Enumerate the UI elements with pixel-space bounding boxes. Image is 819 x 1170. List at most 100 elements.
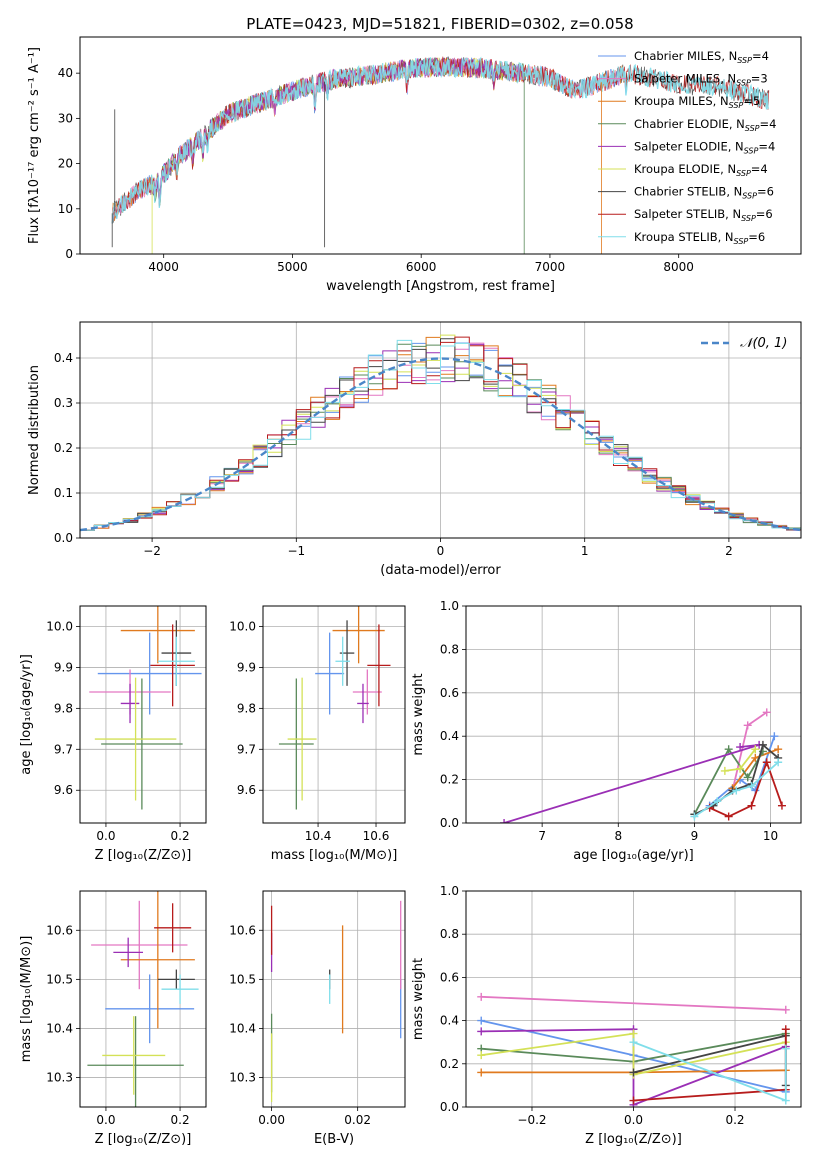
x-tick-label: 0.0	[624, 1113, 643, 1127]
weight-marker	[736, 743, 745, 752]
weight-marker	[477, 992, 486, 1001]
x-axis-label: mass [log₁₀(M/M⊙)]	[271, 848, 398, 863]
weight-marker	[629, 1068, 638, 1077]
weight-marker	[781, 1005, 790, 1014]
y-tick-label: 1.0	[440, 884, 459, 898]
weight-vs-age-panel: 7 8 9 10 0.0 0.2 0.4 0.6 0.8 1.0 age [log₁₀(age/yr…	[411, 599, 802, 863]
legend-label: Kroupa MILES, NSSP=5	[634, 94, 760, 110]
axes-frame	[79, 890, 207, 1108]
axes-frame	[465, 605, 802, 824]
x-tick-label: 4000	[148, 260, 179, 274]
plot-area	[111, 56, 770, 254]
x-axis-label: (data-model)/error	[380, 563, 501, 578]
weight-marker	[713, 797, 722, 806]
x-tick-label: 0.00	[258, 1113, 285, 1127]
x-tick-label: 7	[538, 829, 546, 843]
y-tick-label: 9.8	[237, 701, 256, 715]
plot-area	[500, 708, 786, 823]
x-tick-label: −0.2	[517, 1113, 546, 1127]
axes-frame	[465, 890, 802, 1108]
y-axis-label: mass weight	[411, 958, 426, 1040]
weight-marker	[629, 1038, 638, 1047]
y-tick-label: 10	[58, 202, 73, 216]
age-vs-mass-panel: 10.4 10.6 9.6 9.7 9.8 9.9 10.0 mass [log₁₀(M/M⊙…	[229, 605, 406, 863]
weight-line	[481, 995, 786, 1011]
y-tick-label: 10.5	[46, 972, 73, 986]
x-axis-label: age [log₁₀(age/yr)]	[573, 848, 694, 863]
weight-line	[633, 1029, 787, 1102]
weight-marker	[732, 786, 741, 795]
figure-title: PLATE=0423, MJD=51821, FIBERID=0302, z=0…	[246, 15, 633, 33]
y-tick-label: 9.6	[54, 783, 73, 797]
x-tick-label: 0.2	[171, 829, 190, 843]
x-axis-label: Z [log₁₀(Z/Z⊙)]	[585, 1132, 682, 1147]
weight-marker	[774, 745, 783, 754]
weight-marker	[762, 708, 771, 717]
x-tick-label: 0.0	[96, 1113, 115, 1127]
x-tick-label: 10	[763, 829, 778, 843]
y-tick-label: 10.3	[46, 1071, 73, 1085]
y-tick-label: 40	[58, 66, 73, 80]
y-tick-label: 10.4	[46, 1021, 73, 1035]
y-tick-label: 0.2	[54, 441, 73, 455]
legend-label: Salpeter STELIB, NSSP=6	[634, 207, 773, 223]
x-axis-label: E(B-V)	[314, 1132, 354, 1147]
y-tick-label: 9.9	[237, 660, 256, 674]
legend-label: Kroupa STELIB, NSSP=6	[634, 230, 765, 246]
y-tick-label: 9.7	[54, 742, 73, 756]
y-tick-label: 10.3	[229, 1071, 256, 1085]
y-axis-label: age [log₁₀(age/yr)]	[19, 654, 34, 775]
x-tick-label: 10.4	[305, 829, 332, 843]
x-axis-label: Z [log₁₀(Z/Z⊙)]	[95, 848, 192, 863]
axes-frame	[79, 36, 802, 255]
plot-area	[477, 992, 790, 1107]
weight-marker	[751, 753, 760, 762]
weight-marker	[629, 1096, 638, 1105]
y-tick-label: 9.6	[237, 783, 256, 797]
y-tick-label: 10.0	[229, 619, 256, 633]
legend-label: Salpeter MILES, NSSP=3	[634, 72, 768, 88]
weight-marker	[500, 819, 509, 823]
weight-line	[481, 1032, 786, 1076]
weight-marker	[690, 812, 699, 821]
x-tick-label: 0	[437, 544, 445, 558]
residuals-panel: −2 −1 0 1 2 0.0 0.1 0.2 0.3 0.4 (data-model)/error…	[27, 321, 802, 578]
y-axis-label: Flux [fλ10⁻¹⁷ erg cm⁻² s⁻¹ A⁻¹]	[27, 47, 42, 244]
weight-marker	[477, 1027, 486, 1036]
x-tick-label: 1	[581, 544, 589, 558]
y-tick-label: 0.0	[440, 1100, 459, 1114]
weight-marker	[743, 773, 752, 782]
x-tick-label: 7000	[535, 260, 566, 274]
y-axis-label: Normed distribution	[27, 365, 42, 495]
y-tick-label: 20	[58, 157, 73, 171]
y-tick-label: 9.9	[54, 660, 73, 674]
x-axis-label: Z [log₁₀(Z/Z⊙)]	[95, 1132, 192, 1147]
weight-marker	[774, 758, 783, 767]
y-tick-label: 10.6	[46, 923, 73, 937]
y-tick-label: 10.6	[229, 923, 256, 937]
axes-frame	[262, 890, 406, 1108]
weight-marker	[751, 745, 760, 754]
y-tick-label: 9.8	[54, 701, 73, 715]
x-tick-label: 2	[725, 544, 733, 558]
weight-marker	[743, 721, 752, 730]
y-tick-label: 10.0	[46, 619, 73, 633]
x-tick-label: −2	[143, 544, 161, 558]
weight-marker	[629, 1029, 638, 1038]
y-tick-label: 0.2	[440, 1057, 459, 1071]
weight-marker	[720, 766, 729, 775]
y-tick-label: 0.8	[440, 642, 459, 656]
x-axis-label: wavelength [Angstrom, rest frame]	[326, 279, 555, 294]
x-tick-label: 6000	[406, 260, 437, 274]
y-axis-label: mass weight	[411, 673, 426, 755]
mass-vs-ebv-panel: 0.00 0.02 10.3 10.4 10.5 10.6 E(B-V)	[229, 890, 406, 1147]
x-tick-label: 10.6	[363, 829, 390, 843]
x-tick-label: 8000	[663, 260, 694, 274]
weight-marker	[781, 1096, 790, 1105]
legend-label: Chabrier ELODIE, NSSP=4	[634, 117, 776, 133]
weight-marker	[781, 1044, 790, 1053]
legend-label: Chabrier MILES, NSSP=4	[634, 49, 769, 65]
age-vs-Z-panel: 0.0 0.2 9.6 9.7 9.8 9.9 10.0 Z [log₁₀(Z/Z⊙)] age…	[19, 605, 207, 863]
weight-marker	[477, 1051, 486, 1060]
